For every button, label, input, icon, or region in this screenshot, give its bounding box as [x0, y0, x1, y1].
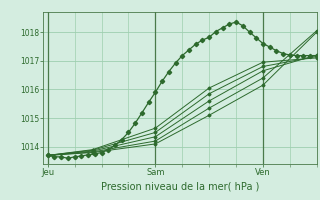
- X-axis label: Pression niveau de la mer( hPa ): Pression niveau de la mer( hPa ): [101, 181, 259, 191]
